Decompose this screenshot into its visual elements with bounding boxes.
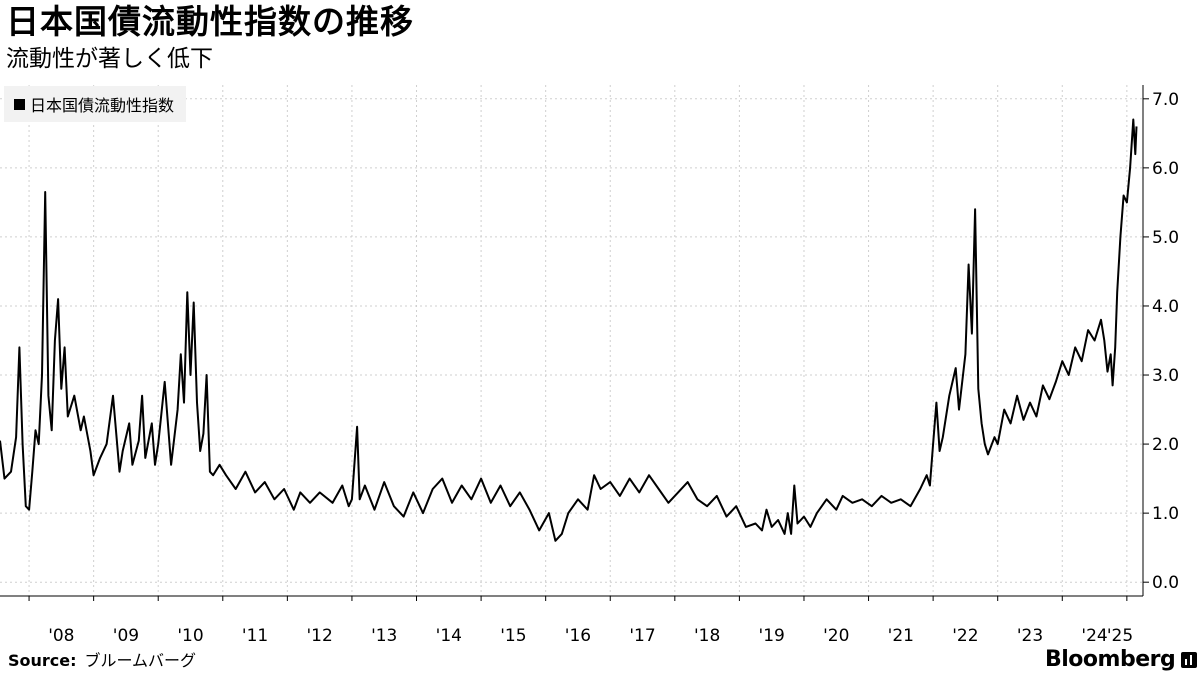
x-tick-label: '15 (500, 626, 526, 646)
legend-swatch (14, 98, 25, 110)
brand-logo: Bloomberg (1045, 647, 1198, 673)
y-tick-label: 3.0 (1152, 366, 1179, 386)
x-tick-label: '20 (823, 626, 849, 646)
x-tick-label: '16 (565, 626, 591, 646)
series-layer (0, 118, 1138, 542)
source-label: Source: (8, 651, 77, 670)
x-tick-label: '24 (1081, 626, 1107, 646)
x-tick-label: '14 (436, 626, 462, 646)
x-tick-label: '17 (629, 626, 655, 646)
x-tick-label: '12 (306, 626, 332, 646)
y-tick-label: 2.0 (1152, 435, 1179, 455)
y-tick-label: 6.0 (1152, 159, 1179, 179)
x-tick-label: '23 (1017, 626, 1043, 646)
x-tick-label: '11 (242, 626, 268, 646)
x-tick-label: '21 (888, 626, 914, 646)
x-tick-label: '18 (694, 626, 720, 646)
x-tick-label: '19 (759, 626, 785, 646)
bloomberg-bars-icon (1181, 652, 1198, 668)
chart-title: 日本国債流動性指数の推移 (6, 2, 414, 41)
source-text: ブルームバーグ (84, 651, 197, 670)
legend: 日本国債流動性指数 (4, 86, 187, 122)
x-tick-label: '22 (952, 626, 978, 646)
gridlines (0, 85, 1143, 596)
brand-name: Bloomberg (1045, 647, 1176, 672)
x-tick-label: '09 (113, 626, 139, 646)
x-tick-label: '08 (48, 626, 74, 646)
y-tick-label: 5.0 (1152, 228, 1179, 248)
axes (0, 85, 1149, 601)
x-tick-label: '13 (371, 626, 397, 646)
legend-label: 日本国債流動性指数 (30, 96, 175, 115)
chart-subtitle: 流動性が著しく低下 (6, 46, 213, 72)
y-tick-label: 7.0 (1152, 90, 1179, 110)
source-note: Source: ブルームバーグ (8, 650, 196, 672)
series-line-jgb-liquidity-index (0, 118, 1138, 542)
x-tick-label: '25 (1107, 626, 1133, 646)
x-tick-label: '10 (177, 626, 203, 646)
tick-labels: 0.0 1.0 2.0 3.0 4.0 5.0 6.0 7.0 '08 '09 '10 '11 '12 '… (48, 90, 1179, 646)
y-tick-label: 4.0 (1152, 297, 1179, 317)
y-tick-label: 1.0 (1152, 504, 1179, 524)
y-tick-label: 0.0 (1152, 573, 1179, 593)
